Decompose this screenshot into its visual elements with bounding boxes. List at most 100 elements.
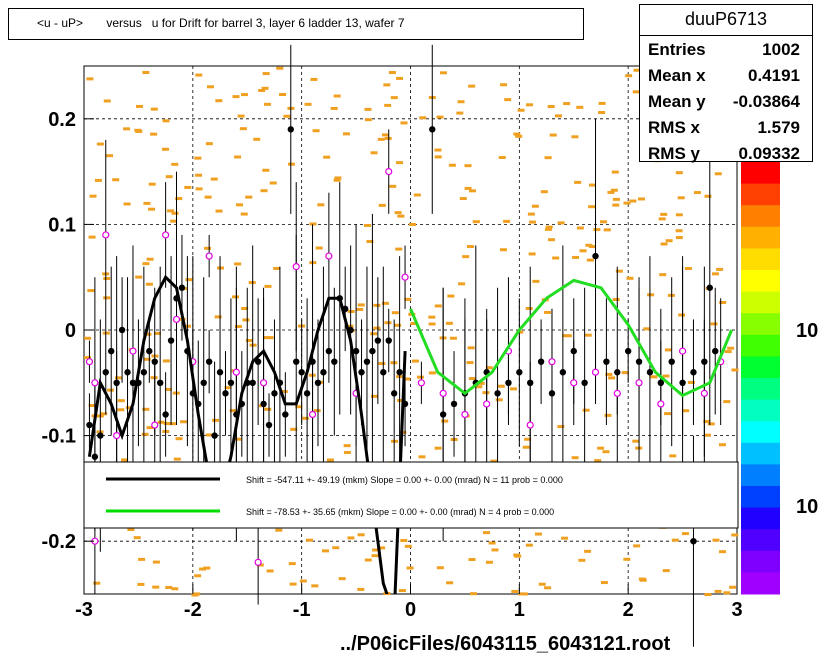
histogram-bin (707, 422, 715, 426)
histogram-bin (515, 134, 523, 138)
data-point (358, 369, 365, 376)
histogram-bin (310, 77, 318, 81)
histogram-bin (469, 592, 477, 596)
histogram-bin (378, 362, 386, 366)
histogram-bin (112, 178, 120, 182)
histogram-bin (384, 136, 392, 140)
histogram-bin (475, 385, 483, 389)
histogram-bin (338, 577, 346, 581)
palette-cell (741, 270, 780, 293)
histogram-bin (237, 114, 245, 118)
histogram-bin (364, 118, 372, 122)
histogram-bin (100, 412, 108, 416)
stats-row-mean-x: Mean x 0.4191 (640, 62, 812, 88)
palette-cell (741, 486, 780, 509)
histogram-bin (544, 156, 552, 160)
data-point (363, 358, 371, 365)
histogram-bin (378, 203, 386, 207)
histogram-bin (142, 262, 150, 266)
histogram-bin (594, 459, 602, 463)
data-point (178, 284, 186, 291)
data-point (494, 390, 501, 397)
y-tick-label: 0.2 (48, 109, 76, 131)
histogram-bin (163, 422, 171, 426)
data-point (205, 358, 213, 365)
histogram-bin (513, 132, 521, 136)
histogram-bin (710, 322, 718, 326)
histogram-bin (364, 558, 372, 562)
data-point (156, 379, 164, 386)
histogram-bin (195, 73, 203, 77)
histogram-bin (408, 222, 416, 226)
histogram-bin (136, 104, 144, 108)
histogram-bin (357, 533, 365, 537)
data-point (293, 358, 300, 365)
histogram-bin (703, 420, 711, 424)
histogram-bin (193, 592, 201, 596)
histogram-bin (598, 101, 606, 105)
histogram-bin (446, 581, 454, 585)
data-point (581, 379, 588, 386)
histogram-bin (364, 107, 372, 111)
histogram-bin (682, 409, 690, 413)
histogram-bin (262, 168, 270, 172)
histogram-bin (468, 84, 476, 88)
histogram-bin (687, 380, 695, 384)
chart-title: <u - uP> versus u for Drift for barrel 3… (8, 8, 584, 40)
histogram-bin (643, 327, 651, 331)
histogram-bin (273, 266, 281, 270)
histogram-bin (313, 409, 321, 413)
histogram-bin (731, 368, 739, 372)
histogram-bin (312, 129, 320, 133)
data-point (537, 358, 545, 365)
histogram-bin (232, 295, 240, 299)
data-point (265, 421, 273, 429)
data-point-open (113, 432, 121, 440)
x-tick-label: -1 (293, 599, 311, 621)
histogram-bin (304, 102, 312, 106)
stats-value: 0.4191 (748, 66, 800, 85)
histogram-bin (195, 173, 203, 177)
histogram-bin (143, 201, 151, 205)
data-point (200, 379, 207, 386)
histogram-bin (588, 245, 596, 249)
palette-cell (741, 464, 780, 487)
histogram-bin (148, 182, 156, 186)
histogram-bin (279, 92, 287, 96)
data-point-open (678, 347, 687, 355)
histogram-bin (127, 528, 135, 532)
histogram-bin (258, 89, 266, 93)
histogram-bin (428, 315, 436, 319)
histogram-bin (234, 155, 242, 159)
data-point (369, 347, 376, 355)
data-point-open (548, 358, 556, 366)
histogram-bin (164, 387, 172, 391)
histogram-bin (397, 398, 405, 402)
histogram-bin (517, 108, 525, 112)
histogram-bin (315, 246, 323, 250)
histogram-bin (311, 584, 319, 588)
data-point-open (91, 379, 99, 387)
histogram-bin (378, 546, 386, 550)
data-point (140, 369, 148, 376)
x-tick-label: -2 (184, 599, 202, 621)
data-point (118, 326, 126, 334)
histogram-bin (372, 548, 380, 552)
histogram-bin (175, 197, 183, 201)
data-point (516, 369, 523, 376)
histogram-bin (677, 196, 685, 200)
histogram-bin (727, 346, 735, 350)
histogram-bin (445, 321, 453, 325)
histogram-bin (171, 587, 179, 591)
histogram-bin (157, 420, 165, 424)
histogram-bin (490, 459, 498, 463)
histogram-bin (604, 413, 612, 417)
histogram-bin (144, 332, 152, 336)
histogram-bin (88, 404, 96, 408)
data-point (162, 411, 169, 418)
data-point-open (657, 400, 665, 408)
histogram-bin (323, 155, 331, 159)
histogram-bin (441, 419, 449, 423)
